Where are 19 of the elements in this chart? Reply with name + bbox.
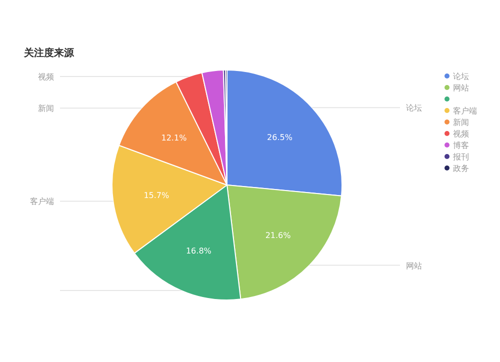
slice-label: 客户端 bbox=[30, 197, 54, 206]
legend-label: 政务 bbox=[453, 164, 469, 173]
data-label: 26.5% bbox=[267, 133, 293, 142]
legend-label: 论坛 bbox=[453, 72, 469, 81]
data-label: 21.6% bbox=[265, 230, 292, 240]
data-label: 12.1% bbox=[161, 133, 188, 142]
slice-label: 网站 bbox=[406, 261, 422, 270]
legend-label: 新闻 bbox=[453, 118, 469, 127]
legend-label: 报刊 bbox=[452, 152, 469, 162]
slice-label: 视频 bbox=[38, 72, 54, 82]
legend-label: 网站 bbox=[453, 84, 469, 92]
data-label: 16.8% bbox=[186, 246, 212, 256]
slice-label: 论坛 bbox=[406, 104, 422, 113]
data-label: 15.7% bbox=[144, 191, 170, 200]
chart-title: 关注度来源 bbox=[23, 47, 75, 59]
legend-label: 视频 bbox=[453, 130, 469, 138]
slice-label: 新闻 bbox=[38, 104, 54, 114]
legend-label: 博客 bbox=[453, 141, 469, 150]
legend-label: 客户端 bbox=[453, 106, 477, 116]
